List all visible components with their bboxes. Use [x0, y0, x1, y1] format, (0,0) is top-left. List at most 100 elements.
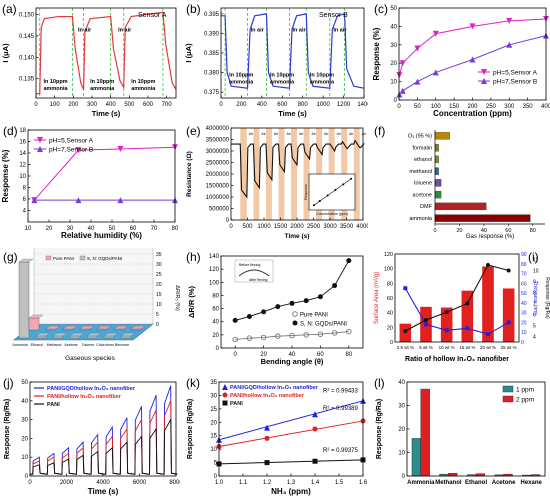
b-x-tick-label: 600	[277, 102, 288, 108]
d-y-axis-label: Response (%)	[1, 149, 10, 202]
a-x-tick-label: 200	[68, 102, 79, 108]
h-inset-label: Before flexing	[239, 263, 260, 267]
g-bar-top	[28, 314, 44, 319]
g-z-axis-label: ΔR/R₀ (%)	[174, 285, 180, 311]
b-annotation: In 10ppm	[270, 72, 294, 78]
k-legend-label: PANI/GQD/hollow In₂O₃ nanofiber	[230, 385, 319, 391]
c-x-tick-label: 350	[523, 104, 534, 110]
k-x-tick-label: 1.2	[263, 480, 272, 486]
b-x-tick-label: 800	[298, 102, 309, 108]
f-bar	[434, 190, 442, 199]
c-y-axis-label: Response (%)	[372, 27, 381, 80]
e-y-axis-label: Resistance (Ω)	[186, 151, 193, 197]
f-x-tick-label: 60	[505, 228, 511, 234]
j-x-axis-label: Time (s)	[88, 487, 119, 496]
c-y-tick-label: 40	[390, 24, 397, 30]
c-legend-label: pH=7,Sensor B	[493, 79, 537, 86]
e-exposure-band	[265, 128, 272, 220]
e-exposure-band	[253, 128, 260, 220]
e-inset-fit-line	[313, 178, 352, 206]
b-annotation: In 10ppm	[229, 72, 253, 78]
g-back-wall	[33, 248, 154, 325]
c-legend-marker	[481, 69, 487, 75]
g-z-tick-label: 20	[156, 282, 162, 288]
l-category-label: Hexane	[521, 480, 543, 486]
e-x-tick-label: 1500	[274, 224, 288, 230]
i-category-label: 15 wt %	[459, 345, 475, 350]
i-x-axis-label: Ratio of hollow In₂O₃ nanofiber	[405, 356, 509, 363]
a-x-tick-label: 300	[87, 102, 98, 108]
l-panel-label: (l)	[374, 376, 385, 390]
a-x-axis-label: Time (s)	[92, 109, 121, 118]
i-y-tick-label: 20	[387, 325, 393, 331]
g-x-axis-label: Gaseous species	[65, 355, 116, 362]
g-bar-top	[79, 325, 95, 330]
h-data-point	[289, 332, 295, 339]
panel-k: R² = 0.99433 R² = 0.99389 R² = 0.99375 1.0 1…	[183, 374, 368, 498]
l-category-label: Acetone	[492, 480, 516, 486]
g-legend-swatch	[45, 255, 52, 261]
chart-g: 0510152025303540AmmoniaEthanolMethanolAc…	[3, 248, 180, 362]
i-right2-tick-label: 9	[533, 280, 536, 286]
h-y-tick-label: 140	[209, 254, 220, 260]
e-exposure-band	[291, 128, 297, 220]
h-data-point	[275, 333, 281, 339]
i-category-label: 5 wt %	[419, 345, 433, 350]
i-right-tick-label: 30	[521, 311, 527, 317]
d-data-point	[75, 197, 82, 204]
g-bar-top	[103, 332, 119, 337]
i-plot-frame	[394, 253, 520, 343]
g-z-tick-label: 25	[156, 272, 162, 278]
i-bar	[440, 307, 453, 342]
g-panel-label: (g)	[3, 250, 18, 264]
c-data-point	[414, 45, 421, 52]
i-y-tick-label: 120	[384, 252, 393, 258]
f-x-tick-label: 80	[530, 228, 536, 234]
i-right-tick-label: 80	[521, 262, 527, 268]
f-category-label: methanol	[409, 169, 432, 175]
l-legend-label: 1 ppm	[516, 387, 534, 394]
i-right-tick-label: 60	[521, 281, 527, 287]
i-right2-tick-label: 10	[533, 269, 539, 275]
c-legend-label: pH=5,Sensor A	[493, 70, 538, 77]
e-x-tick-label: 0	[229, 224, 233, 230]
k-data-point	[264, 424, 270, 431]
d-data-point	[75, 147, 82, 154]
i-response-point	[444, 328, 449, 333]
a-legend-label: Sensor A	[138, 12, 167, 19]
e-y-tick-label: 4000000	[206, 126, 230, 132]
c-data-point	[399, 87, 406, 94]
j-legend-label: PANI	[47, 402, 60, 408]
h-legend-label: Pure PANI	[300, 313, 328, 319]
j-y-tick-label: 10	[21, 455, 28, 461]
j-y-tick-label: 20	[21, 436, 28, 442]
j-series-line	[30, 417, 178, 475]
k-y-tick-label: 35	[210, 380, 217, 386]
e-x-tick-label: 3000	[323, 224, 337, 230]
h-x-tick-label: 0	[234, 352, 238, 358]
i-response-point	[506, 320, 511, 325]
k-x-tick-label: 1.5	[335, 480, 344, 486]
h-y-axis-label: ΔR/R (%)	[187, 285, 196, 318]
i-right2-tick-label: 5	[533, 324, 536, 330]
e-air-label: Air	[274, 132, 279, 136]
i-right2-tick-label: 6	[533, 313, 536, 319]
i-thickness-point	[486, 263, 490, 267]
e-air-label: Air	[249, 132, 254, 136]
h-y-tick-label: 20	[212, 333, 219, 339]
chart-f: O₂ (95 %) formalin ethanol methanol toluene a…	[374, 124, 545, 240]
a-x-tick-label: 600	[143, 102, 154, 108]
f-x-tick-label: 20	[456, 228, 462, 234]
e-inset-point	[350, 177, 353, 180]
a-plot-frame	[35, 7, 177, 99]
f-category-label: O₂ (95 %)	[408, 134, 432, 140]
d-x-tick-label: 50	[109, 226, 116, 232]
i-y-tick-label: 60	[387, 296, 393, 302]
i-category-label: 2.5 wt %	[397, 345, 414, 350]
d-y-tick-label: 14	[19, 151, 26, 157]
b-x-tick-label: 1000	[316, 102, 330, 108]
k-x-tick-label: 1.3	[287, 480, 296, 486]
f-x-tick-label: 0	[433, 228, 436, 234]
